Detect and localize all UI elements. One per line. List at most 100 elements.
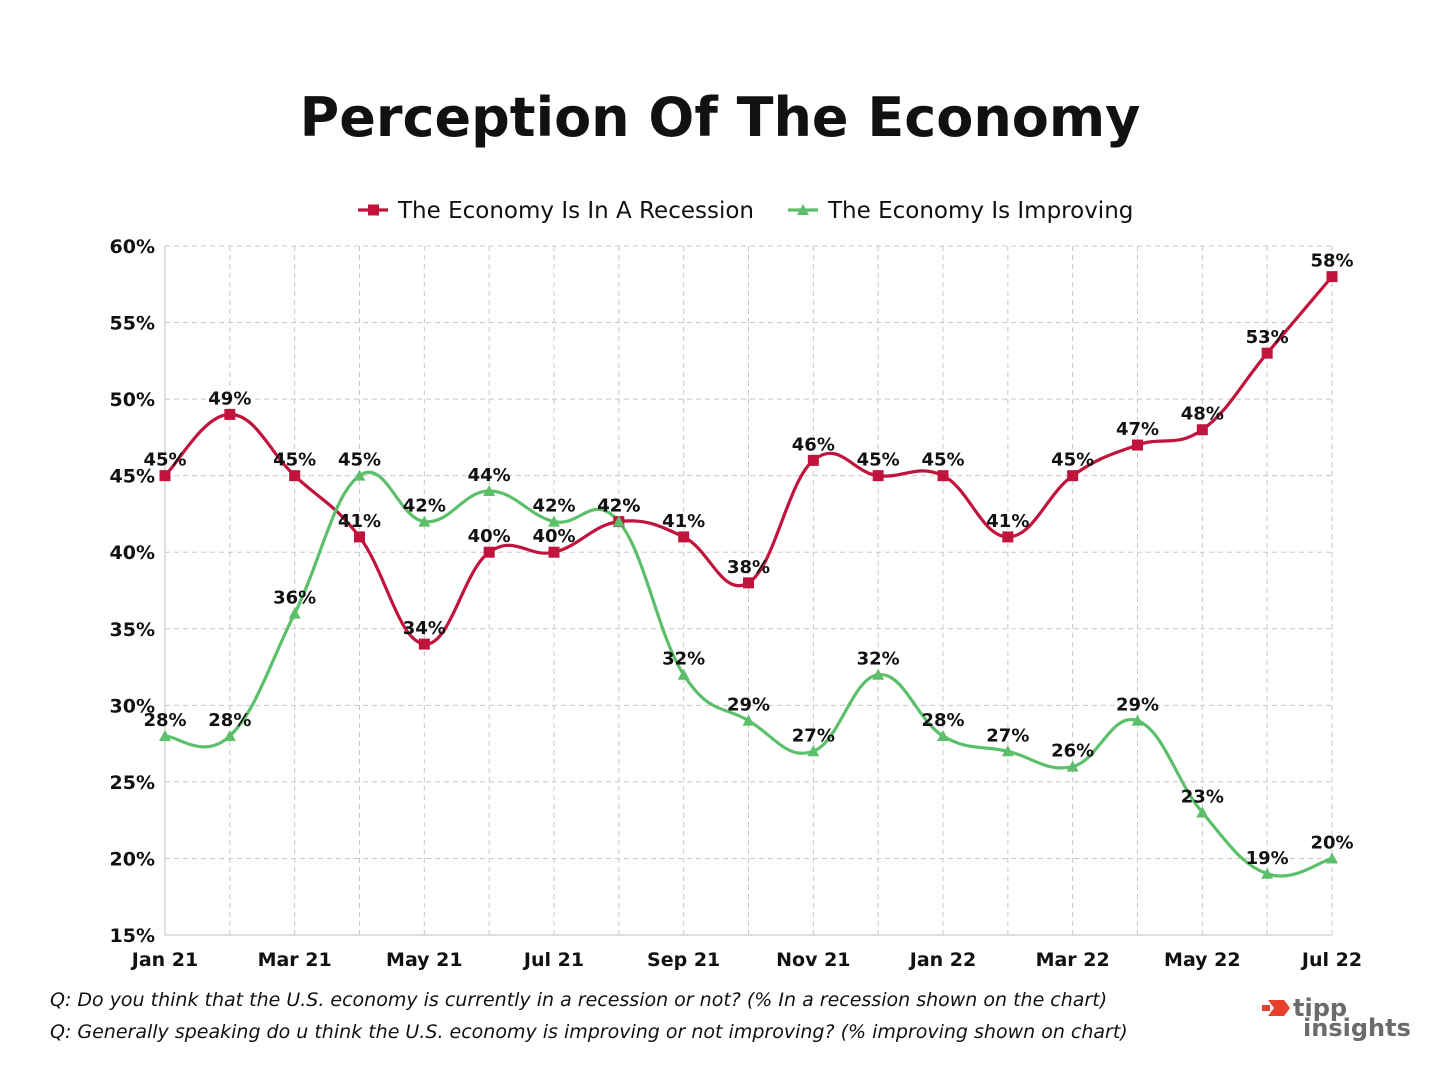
point-the-economy-is-improving-sep-21 xyxy=(677,668,690,680)
point-the-economy-is-improving-jan-21 xyxy=(159,729,171,741)
x-tick-label: Jan 22 xyxy=(908,949,976,971)
y-tick-label: 25% xyxy=(110,772,155,794)
gridlines xyxy=(164,245,1333,936)
x-tick-label: May 22 xyxy=(1164,949,1241,971)
x-tick-label: May 21 xyxy=(386,949,463,971)
data-label-the-economy-is-in-a-recession-may-22: 48% xyxy=(1181,404,1224,425)
point-the-economy-is-in-a-recession-dec-21 xyxy=(872,470,884,482)
data-labels: 45% 49% 45% 41% 34% 40% 40% 42% 41% 38% 46% 45% 45% 4… xyxy=(143,251,1353,869)
data-label-the-economy-is-improving-feb-22: 27% xyxy=(986,725,1029,746)
point-the-economy-is-improving-jun-21 xyxy=(483,484,496,496)
logo-arrow-icon xyxy=(1262,1000,1290,1016)
point-the-economy-is-in-a-recession-may-21 xyxy=(418,638,430,650)
data-label-the-economy-is-improving-apr-22: 29% xyxy=(1116,695,1159,716)
y-tick-label: 40% xyxy=(110,542,155,564)
data-label-the-economy-is-in-a-recession-nov-21: 46% xyxy=(792,434,835,455)
point-the-economy-is-improving-nov-21 xyxy=(807,745,820,757)
x-axis: Jan 21 Mar 21 May 21 Jul 21 Sep 21 Nov 21 Jan … xyxy=(130,949,1362,971)
legend: The Economy Is In A Recession The Economy… xyxy=(358,198,1133,224)
x-tick-label: Mar 22 xyxy=(1036,949,1110,971)
markers xyxy=(159,271,1338,879)
data-label-the-economy-is-in-a-recession-jun-21: 40% xyxy=(468,526,511,547)
point-the-economy-is-improving-oct-21 xyxy=(742,714,755,726)
data-label-the-economy-is-in-a-recession-jun-22: 53% xyxy=(1246,327,1289,348)
legend-swatch-marker-the-economy-is-improving xyxy=(797,204,809,215)
point-the-economy-is-in-a-recession-apr-22 xyxy=(1132,439,1143,451)
data-label-the-economy-is-improving-jan-21: 28% xyxy=(143,710,186,731)
data-label-the-economy-is-in-a-recession-jan-22: 45% xyxy=(921,450,964,471)
data-label-the-economy-is-in-a-recession-aug-21: 42% xyxy=(597,496,640,517)
point-the-economy-is-improving-may-22 xyxy=(1196,806,1209,818)
point-the-economy-is-in-a-recession-jun-21 xyxy=(483,546,495,558)
point-the-economy-is-in-a-recession-jun-22 xyxy=(1261,347,1273,359)
legend-label-the-economy-is-improving: The Economy Is Improving xyxy=(827,198,1133,224)
point-the-economy-is-improving-aug-21 xyxy=(612,515,625,527)
point-the-economy-is-improving-jan-22 xyxy=(937,729,949,741)
point-the-economy-is-in-a-recession-feb-22 xyxy=(1002,531,1014,543)
data-label-the-economy-is-improving-jun-21: 44% xyxy=(468,465,511,486)
point-the-economy-is-improving-dec-21 xyxy=(872,668,885,680)
x-tick-label: Mar 21 xyxy=(258,949,332,971)
point-the-economy-is-in-a-recession-jul-22 xyxy=(1326,271,1338,283)
point-the-economy-is-in-a-recession-feb-21 xyxy=(224,408,236,420)
data-label-the-economy-is-in-a-recession-may-21: 34% xyxy=(403,618,446,639)
footnote-improving-question: Q: Generally speaking do u think the U.S… xyxy=(50,1021,1128,1043)
data-label-the-economy-is-improving-aug-21: 42% xyxy=(597,496,640,517)
data-label-the-economy-is-in-a-recession-jul-22: 58% xyxy=(1310,251,1353,272)
data-label-the-economy-is-improving-jun-22: 19% xyxy=(1246,848,1289,869)
point-the-economy-is-in-a-recession-oct-21 xyxy=(743,577,754,589)
point-the-economy-is-improving-jul-22 xyxy=(1326,852,1338,864)
legend-swatch-marker-the-economy-is-in-a-recession xyxy=(368,204,379,216)
data-label-the-economy-is-in-a-recession-jan-21: 45% xyxy=(143,450,186,471)
data-label-the-economy-is-improving-oct-21: 29% xyxy=(727,695,770,716)
point-the-economy-is-in-a-recession-apr-21 xyxy=(354,531,365,543)
data-label-the-economy-is-improving-may-22: 23% xyxy=(1181,787,1224,808)
y-tick-label: 35% xyxy=(110,619,155,641)
point-the-economy-is-in-a-recession-nov-21 xyxy=(807,454,819,466)
point-the-economy-is-in-a-recession-sep-21 xyxy=(678,531,690,543)
y-tick-label: 45% xyxy=(110,466,155,488)
data-label-the-economy-is-in-a-recession-apr-21: 41% xyxy=(338,511,381,532)
x-tick-label: Jan 21 xyxy=(130,949,198,971)
x-tick-label: Sep 21 xyxy=(647,949,720,971)
y-tick-label: 20% xyxy=(110,848,155,870)
data-label-the-economy-is-improving-jul-22: 20% xyxy=(1310,832,1353,853)
data-label-the-economy-is-in-a-recession-apr-22: 47% xyxy=(1116,419,1159,440)
data-label-the-economy-is-improving-apr-21: 45% xyxy=(338,450,381,471)
data-label-the-economy-is-improving-sep-21: 32% xyxy=(662,649,705,670)
data-label-the-economy-is-improving-mar-22: 26% xyxy=(1051,741,1094,762)
chart-title: Perception Of The Economy xyxy=(300,86,1141,149)
data-label-the-economy-is-in-a-recession-jul-21: 40% xyxy=(532,526,575,547)
data-label-the-economy-is-in-a-recession-dec-21: 45% xyxy=(857,450,900,471)
point-the-economy-is-improving-mar-21 xyxy=(288,607,301,619)
point-the-economy-is-in-a-recession-mar-22 xyxy=(1067,470,1079,482)
point-the-economy-is-improving-mar-22 xyxy=(1066,760,1079,772)
point-the-economy-is-in-a-recession-mar-21 xyxy=(289,470,301,482)
data-label-the-economy-is-in-a-recession-sep-21: 41% xyxy=(662,511,705,532)
logo-text-tipp: tipp xyxy=(1293,994,1347,1022)
data-label-the-economy-is-improving-dec-21: 32% xyxy=(857,649,900,670)
data-label-the-economy-is-improving-may-21: 42% xyxy=(403,496,446,517)
data-label-the-economy-is-improving-jan-22: 28% xyxy=(921,710,964,731)
point-the-economy-is-improving-feb-21 xyxy=(223,729,236,741)
point-the-economy-is-improving-may-21 xyxy=(418,515,431,527)
point-the-economy-is-in-a-recession-jan-21 xyxy=(159,470,171,482)
y-tick-label: 55% xyxy=(110,313,155,335)
legend-label-the-economy-is-in-a-recession: The Economy Is In A Recession xyxy=(397,198,754,224)
footnote-recession-question: Q: Do you think that the U.S. economy is… xyxy=(50,989,1107,1011)
data-label-the-economy-is-improving-feb-21: 28% xyxy=(208,710,251,731)
data-label-the-economy-is-in-a-recession-oct-21: 38% xyxy=(727,557,770,578)
x-tick-label: Jul 21 xyxy=(522,949,584,971)
x-tick-label: Nov 21 xyxy=(776,949,850,971)
data-label-the-economy-is-improving-jul-21: 42% xyxy=(532,496,575,517)
point-the-economy-is-improving-apr-21 xyxy=(353,469,366,481)
data-label-the-economy-is-in-a-recession-feb-22: 41% xyxy=(986,511,1029,532)
point-the-economy-is-improving-feb-22 xyxy=(1001,745,1014,757)
tipp-insights-logo: tipp insights xyxy=(1262,994,1411,1042)
y-tick-label: 60% xyxy=(110,236,155,258)
point-the-economy-is-improving-jun-22 xyxy=(1261,867,1274,879)
y-tick-label: 30% xyxy=(110,695,155,717)
logo-text-insights: insights xyxy=(1303,1014,1411,1042)
data-label-the-economy-is-improving-nov-21: 27% xyxy=(792,725,835,746)
